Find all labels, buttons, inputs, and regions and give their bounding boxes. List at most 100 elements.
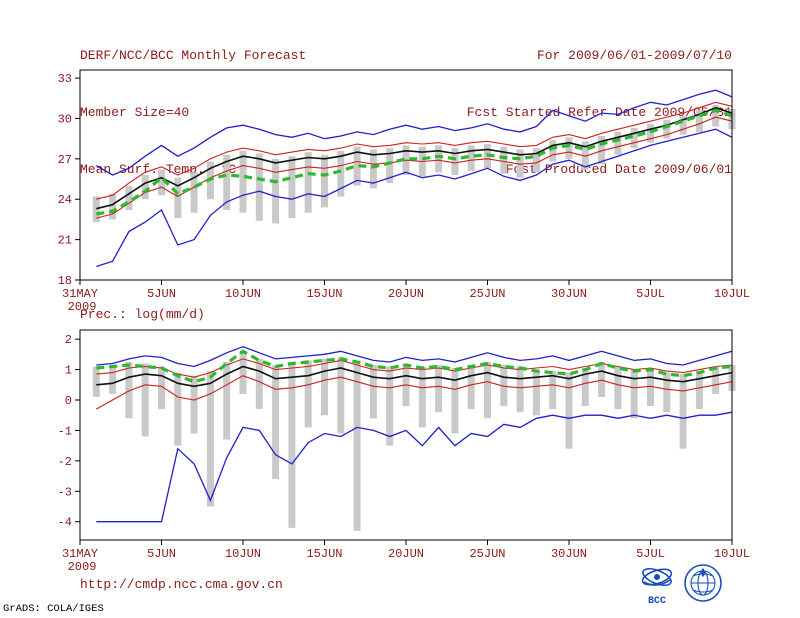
ensemble-median-line	[96, 365, 733, 388]
ensemble-spread-bar	[255, 153, 263, 221]
x-tick-label: 10JUN	[225, 287, 261, 301]
x-tick-label: 5JUL	[636, 287, 665, 301]
x-tick-label: 25JUN	[469, 287, 505, 301]
ensemble-spread-bar	[337, 150, 345, 197]
ensemble-spread-bar	[663, 119, 671, 139]
ensemble-spread-bar	[288, 362, 296, 528]
ensemble-spread-bar	[679, 374, 687, 449]
ensemble-spread-bar	[321, 358, 328, 416]
ensemble-spread-bar	[304, 152, 312, 213]
ensemble-spread-bar	[353, 146, 361, 186]
ensemble-spread-bar	[125, 362, 133, 419]
x-tick-label: 30JUN	[551, 547, 587, 561]
grads-credit: GrADS: COLA/IGES	[3, 603, 104, 615]
ensemble-spread-bar	[451, 148, 459, 175]
ensemble-spread-bar	[435, 365, 443, 413]
ensemble-spread-bar	[386, 366, 394, 446]
ensemble-spread-bar	[565, 372, 573, 449]
ensemble-spread-bar	[369, 365, 377, 419]
x-tick-label: 31MAY	[62, 287, 98, 301]
y-tick-label: 27	[58, 153, 72, 167]
x-tick-label: 31MAY	[62, 547, 98, 561]
x-tick-label: 5JUL	[636, 547, 665, 561]
upper-quartile-line	[96, 101, 733, 200]
forecast-range-label: For 2009/06/01-2009/07/10	[536, 48, 732, 63]
source-url: http://cmdp.ncc.cma.gov.cn	[80, 577, 283, 592]
ensemble-spread-bar	[141, 363, 149, 437]
ensemble-spread-bar	[500, 146, 508, 174]
ensemble-spread-bar	[190, 375, 198, 434]
ensemble-spread-bar	[239, 351, 247, 394]
y-tick-label: 33	[58, 72, 72, 86]
ensemble-spread-bar	[92, 196, 100, 223]
produced-date-label: Fcst Produced Date 2009/06/01	[505, 162, 732, 177]
ensemble-spread-bar	[581, 141, 589, 170]
ensemble-median-line	[96, 106, 733, 210]
ensemble-spread-bar	[174, 177, 182, 219]
x-tick-label: 15JUN	[306, 547, 342, 561]
ensemble-spread-bar	[712, 366, 720, 394]
prec-variable-label: Prec.: log(mm/d)	[80, 307, 205, 322]
bcc-logo: BCC	[641, 567, 673, 606]
ensemble-spread-bar	[532, 369, 540, 416]
ensemble-max-line	[95, 89, 733, 176]
x-tick-label: 20JUN	[388, 287, 424, 301]
lower-quartile-line	[96, 116, 733, 219]
ensemble-spread-bar	[158, 366, 165, 410]
x-tick-label: 10JUL	[714, 287, 750, 301]
ensemble-spread-bar	[581, 368, 589, 406]
ncc-cma-logo	[684, 564, 722, 602]
ensemble-spread-bar	[223, 154, 231, 210]
ensemble-spread-bar	[484, 362, 491, 419]
lower-quartile-line	[96, 375, 733, 410]
ensemble-spread-bar	[190, 172, 198, 213]
x-tick-label: 10JUN	[225, 547, 261, 561]
ensemble-spread-bar	[109, 193, 117, 220]
ensemble-spread-bar	[516, 149, 524, 178]
x-tick-label: 15JUN	[306, 287, 342, 301]
ensemble-spread-bar	[288, 156, 296, 219]
ensemble-spread-bar	[679, 115, 687, 135]
ensemble-spread-bar	[712, 105, 720, 127]
page-title: DERF/NCC/BCC Monthly Forecast	[80, 48, 307, 63]
y-tick-label: 1	[65, 364, 72, 378]
y-tick-label: 30	[58, 113, 72, 127]
member-size-label: Member Size=40	[80, 105, 190, 120]
x-axis-year-label: 2009	[68, 560, 97, 574]
ensemble-spread-bar	[418, 366, 426, 428]
ensemble-spread-bar	[614, 366, 622, 410]
y-tick-label: 2	[65, 333, 72, 347]
y-tick-label: -4	[58, 516, 72, 530]
ensemble-mean-line	[96, 349, 733, 384]
ensemble-spread-bar	[467, 365, 475, 410]
ensemble-spread-bar	[614, 131, 622, 155]
header-right: For 2009/06/01-2009/07/10 Fcst Started R…	[467, 8, 732, 217]
x-tick-label: 5JUN	[147, 547, 176, 561]
x-tick-label: 5JUN	[147, 287, 176, 301]
ensemble-spread-bar	[321, 154, 328, 208]
x-tick-label: 20JUN	[388, 547, 424, 561]
temperature-chart: 18 21 24 27 30 33 31MAY 5JUN 10JUN 15JUN 20JUN 25JU…	[58, 69, 750, 312]
ensemble-spread-bar	[695, 371, 703, 410]
ensemble-spread-bar	[565, 137, 573, 159]
ensemble-spread-bar	[369, 149, 377, 189]
y-tick-label: -1	[58, 424, 72, 438]
ensemble-spread-bar	[549, 140, 557, 162]
y-tick-label: 0	[65, 394, 72, 408]
ensemble-spread-bar	[92, 366, 100, 397]
ensemble-spread-bar	[158, 169, 165, 196]
ensemble-spread-bar	[630, 127, 638, 149]
ensemble-spread-bar	[141, 175, 149, 200]
ensemble-spread-bar	[337, 357, 345, 434]
ensemble-spread-bar	[647, 368, 654, 406]
ensemble-spread-bar	[598, 362, 606, 397]
ensemble-spread-bar	[174, 372, 182, 446]
ensemble-spread-bar	[239, 150, 247, 213]
ensemble-spread-bar	[549, 371, 557, 410]
ensemble-mean-line	[96, 108, 733, 216]
ensemble-spread-bar	[353, 360, 361, 531]
y-tick-label: -2	[58, 455, 72, 469]
bcc-logo-label: BCC	[648, 596, 666, 606]
ensemble-spread-bar	[125, 185, 133, 210]
ensemble-spread-bar	[598, 136, 606, 165]
